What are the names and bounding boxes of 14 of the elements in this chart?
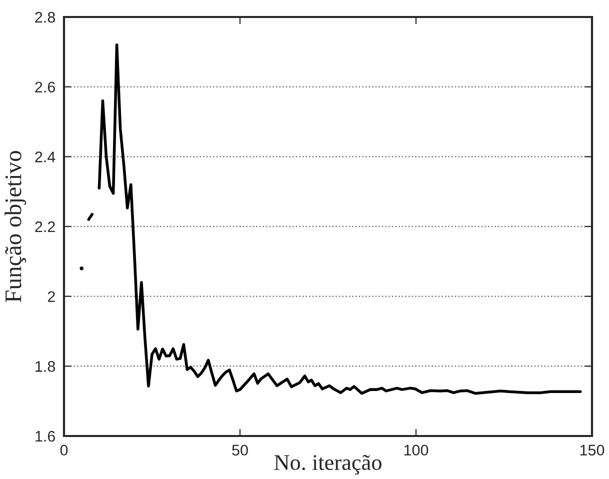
line-series [98,44,582,395]
x-tick-label: 100 [404,444,428,456]
x-tick-label: 0 [60,444,68,456]
x-axis-title: No. iteração [274,454,382,475]
y-tick-label: 1.6 [36,430,55,442]
y-tick-label: 2.4 [35,152,56,162]
y-tick-label: 2.2 [35,221,55,232]
y-tick-label: 2.8 [35,12,56,23]
y-axis-title: Função objetivo [4,151,26,302]
y-tick-label: 2.6 [35,82,55,93]
x-tick-label: 150 [580,444,604,456]
y-tick-label: 2 [48,291,55,302]
x-tick-label: 50 [232,444,248,456]
y-tick-label: 1.8 [36,361,56,372]
